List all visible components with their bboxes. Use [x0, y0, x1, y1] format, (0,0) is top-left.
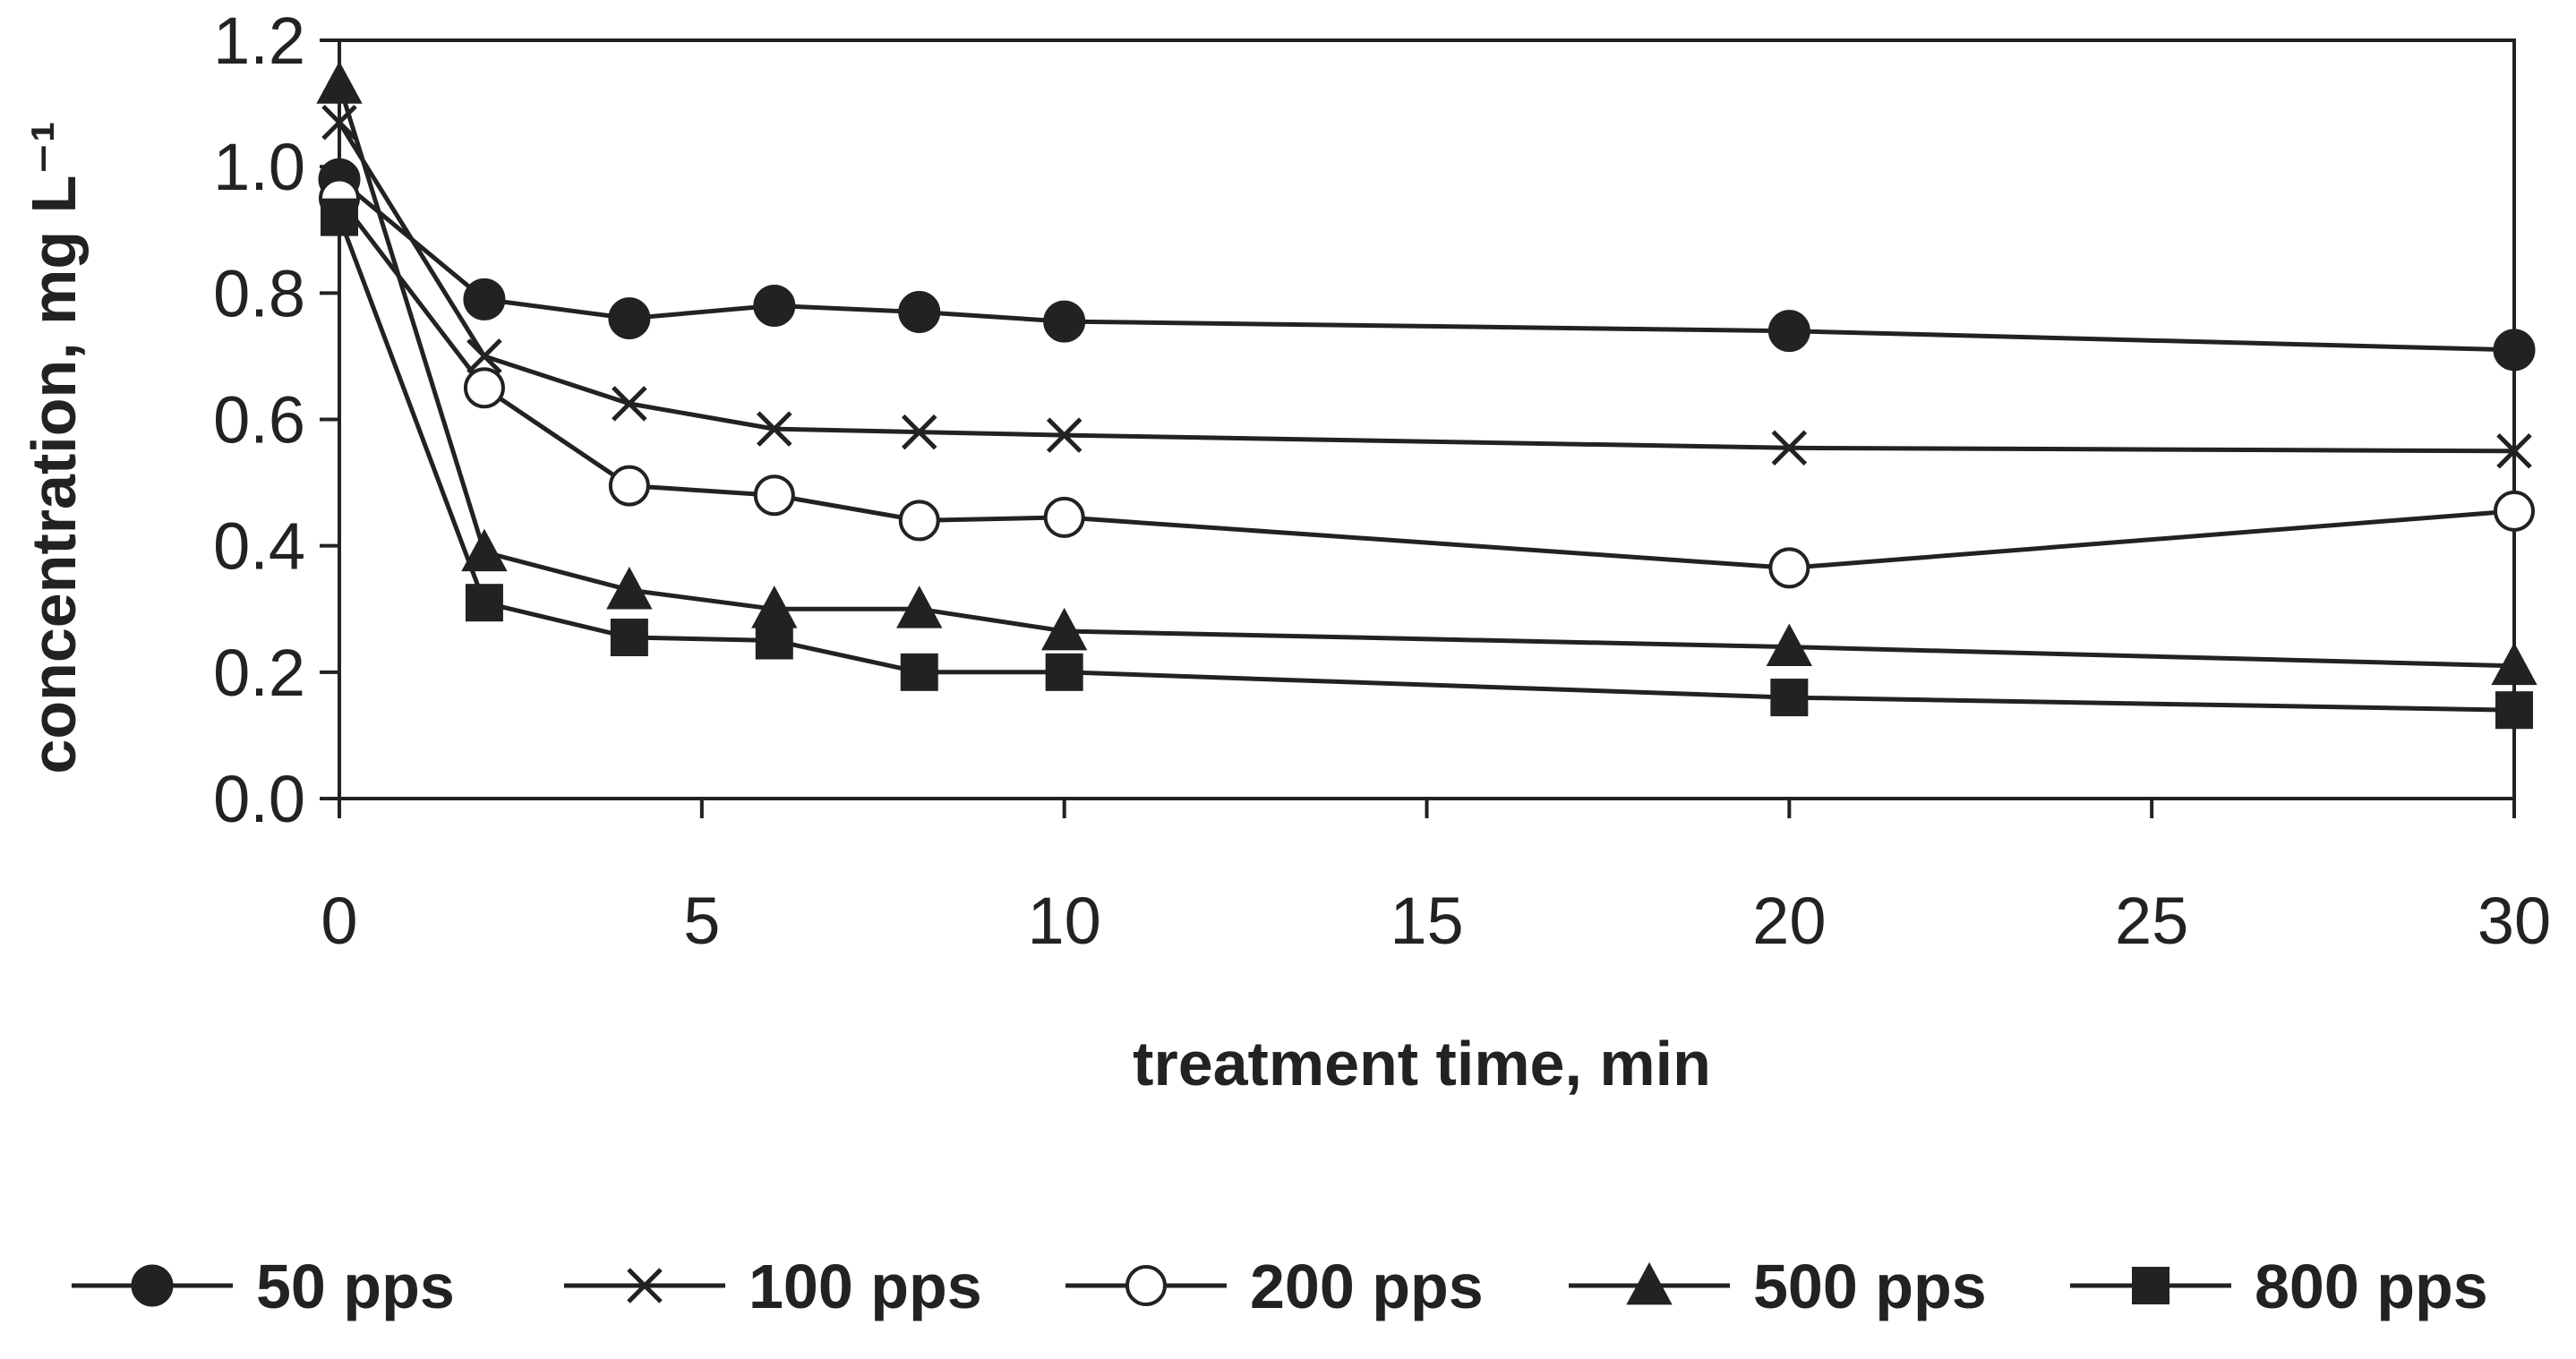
data-point-filled-triangle — [2491, 642, 2537, 686]
data-point-cross — [466, 338, 502, 374]
data-point-cross — [612, 386, 647, 422]
y-axis: 0.0 0.2 0.4 0.6 0.8 1.0 1.2 — [213, 4, 339, 836]
legend-item: 100 pps — [564, 1252, 982, 1321]
legend-item: 200 pps — [1065, 1252, 1484, 1321]
data-point-open-circle — [898, 500, 940, 542]
data-point-filled-circle — [898, 291, 941, 334]
data-point-filled-circle — [1043, 300, 1086, 343]
data-point-filled-square — [2495, 691, 2533, 730]
series-100-pps — [321, 104, 2532, 469]
y-tick-label: 0.0 — [213, 762, 305, 836]
series-line — [337, 121, 2515, 454]
series-layer — [316, 61, 2537, 730]
x-tick-label: 25 — [2115, 884, 2188, 958]
data-point-cross — [1046, 417, 1083, 453]
data-point-filled-square — [321, 198, 358, 236]
y-tick-label: 1.2 — [213, 4, 305, 78]
data-point-open-circle — [2494, 490, 2535, 532]
legend-item: 50 pps — [72, 1252, 455, 1321]
y-axis-title: concentration, mg L⁻¹ — [19, 121, 89, 774]
legend-item: 500 pps — [1569, 1252, 1987, 1321]
data-point-filled-triangle — [1766, 623, 1813, 666]
data-point-open-circle — [608, 465, 650, 507]
legend: 50 pps 100 pps 200 pps 500 pps 800 pps — [72, 1252, 2488, 1321]
x-tick-label: 5 — [683, 884, 720, 958]
series-800-pps — [321, 198, 2533, 730]
legend-label: 200 pps — [1250, 1252, 1484, 1321]
data-point-filled-square — [900, 653, 938, 691]
x-tick-label: 15 — [1390, 884, 1463, 958]
series-line — [338, 196, 2515, 570]
data-point-filled-triangle — [606, 566, 653, 610]
x-tick-label: 20 — [1752, 884, 1826, 958]
data-point-open-circle — [753, 474, 795, 517]
data-point-filled-circle — [131, 1264, 174, 1307]
legend-label: 500 pps — [1753, 1252, 1987, 1321]
data-point-filled-square — [610, 619, 648, 657]
legend-label: 50 pps — [256, 1252, 455, 1321]
data-point-filled-circle — [1767, 310, 1810, 353]
data-point-filled-triangle — [1626, 1261, 1673, 1305]
legend-label: 800 pps — [2255, 1252, 2488, 1321]
y-tick-label: 1.0 — [213, 130, 305, 204]
data-point-cross — [1771, 430, 1808, 466]
data-point-open-circle — [1125, 1265, 1167, 1306]
series-line — [337, 216, 2515, 713]
y-tick-label: 0.8 — [213, 256, 305, 330]
series-line — [337, 83, 2515, 669]
data-point-filled-square — [755, 621, 793, 660]
data-point-filled-circle — [608, 297, 651, 340]
y-tick-label: 0.4 — [213, 509, 305, 584]
data-point-cross — [757, 411, 792, 447]
series-200-pps — [319, 177, 2535, 589]
data-point-filled-square — [465, 584, 503, 622]
x-axis-title: treatment time, min — [1133, 1029, 1711, 1098]
data-point-filled-square — [1045, 653, 1083, 691]
series-50-pps — [318, 158, 2536, 372]
data-point-cross — [627, 1268, 663, 1303]
data-point-open-circle — [1768, 547, 1810, 589]
data-point-filled-circle — [2493, 329, 2536, 372]
data-point-filled-circle — [463, 278, 506, 321]
y-tick-label: 0.2 — [213, 636, 305, 710]
data-point-filled-triangle — [1040, 607, 1088, 651]
x-axis: 0 5 10 15 20 25 30 — [321, 799, 2551, 958]
data-point-filled-triangle — [896, 585, 943, 628]
data-point-open-circle — [463, 367, 505, 409]
x-tick-label: 0 — [321, 884, 357, 958]
data-point-open-circle — [1043, 496, 1085, 538]
legend-label: 100 pps — [749, 1252, 982, 1321]
data-point-cross — [901, 414, 937, 450]
data-point-cross — [2496, 433, 2532, 469]
data-point-filled-square — [1770, 679, 1809, 717]
data-point-filled-square — [2132, 1267, 2169, 1304]
data-point-filled-triangle — [316, 61, 363, 104]
legend-item: 800 pps — [2070, 1252, 2488, 1321]
data-point-filled-triangle — [461, 528, 508, 572]
y-tick-label: 0.6 — [213, 383, 305, 457]
x-tick-label: 30 — [2478, 884, 2551, 958]
series-line — [338, 177, 2515, 353]
x-tick-label: 10 — [1028, 884, 1101, 958]
series-500-pps — [316, 61, 2537, 686]
data-point-filled-circle — [753, 284, 796, 327]
